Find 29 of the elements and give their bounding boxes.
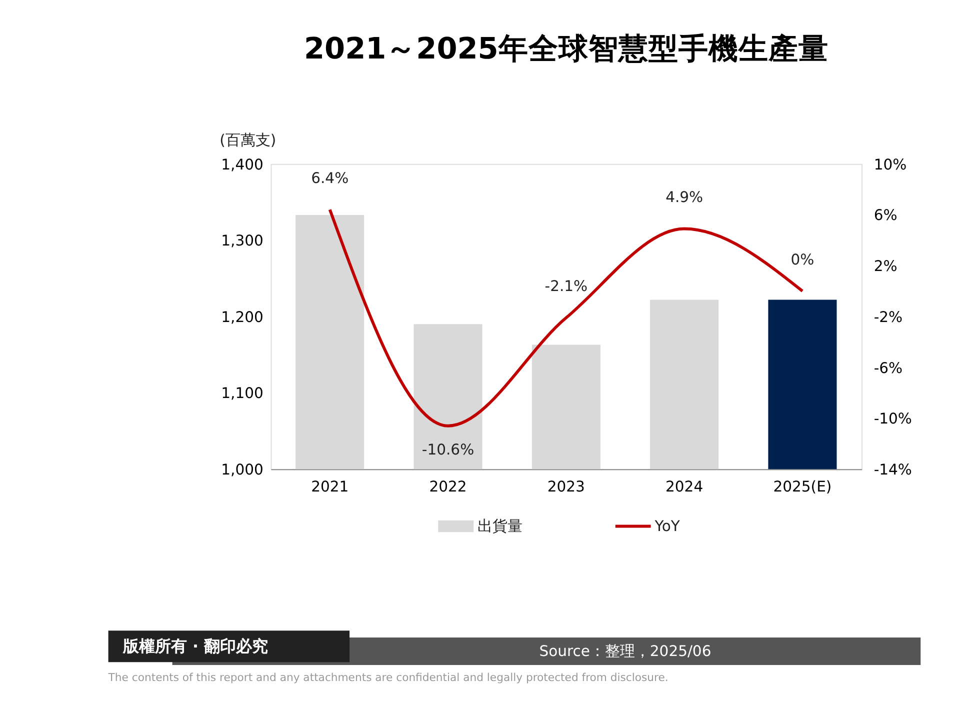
x-tick-label: 2024	[666, 478, 704, 496]
y-tick-label: 1,000	[221, 462, 264, 479]
data-label: 4.9%	[666, 189, 704, 206]
data-label: -2.1%	[544, 278, 588, 296]
legend-label: 出貨量	[478, 518, 523, 536]
y-tick-label: 1,200	[221, 308, 264, 326]
y2-tick-label: 2%	[874, 258, 898, 276]
y-axis-title: (百萬支)	[220, 132, 276, 150]
x-tick-label: 2025(E)	[773, 478, 832, 496]
y-tick-label: 1,400	[221, 156, 264, 174]
y2-tick-label: -10%	[874, 410, 912, 428]
data-label: 0%	[790, 251, 814, 268]
chart-title: 2021～2025年全球智慧型手機生產量	[304, 32, 828, 66]
y2-tick-label: 6%	[874, 207, 898, 224]
y2-tick-label: 10%	[874, 156, 907, 174]
x-tick-label: 2022	[429, 478, 467, 496]
source-note: Source：整理，2025/06	[539, 643, 712, 660]
y-tick-label: 1,100	[221, 385, 264, 402]
y2-tick-label: -14%	[874, 462, 912, 479]
y-tick-label: 1,300	[221, 232, 264, 250]
x-tick-label: 2023	[547, 478, 585, 496]
x-tick-label: 2021	[311, 478, 349, 496]
data-label: -10.6%	[422, 441, 474, 458]
legend-label: YoY	[654, 518, 681, 536]
text: The contents of this report and any attachments are confidential and legally protected from disclosure.	[107, 670, 668, 684]
data-label: 6.4%	[311, 170, 349, 188]
y2-tick-label: -2%	[874, 308, 903, 326]
y2-tick-label: -6%	[874, 360, 903, 377]
text: 版權所有 · 翻印必究	[122, 636, 268, 656]
